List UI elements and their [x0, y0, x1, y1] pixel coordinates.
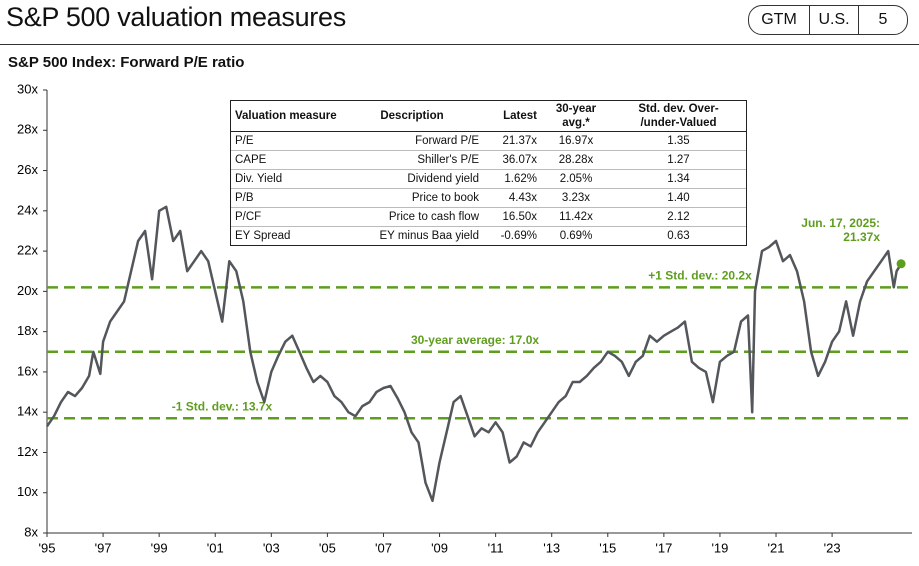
- table-body: P/E Forward P/E 21.37x 16.97x 1.35 CAPE Shille…: [231, 131, 746, 246]
- x-tick-label: '99: [151, 540, 168, 555]
- annotation: 21.37x: [843, 230, 880, 244]
- reference-label: +1 Std. dev.: 20.2x: [648, 269, 752, 283]
- x-tick-label: '03: [263, 540, 280, 555]
- y-tick-label: 26x: [17, 162, 38, 177]
- x-tick-label: '15: [599, 540, 616, 555]
- table-cell: 11.42x: [541, 207, 611, 227]
- y-tick-label: 22x: [17, 243, 38, 258]
- chart-subtitle: S&P 500 Index: Forward P/E ratio: [8, 54, 245, 71]
- x-tick-label: '07: [375, 540, 392, 555]
- table: Valuation measure Description Latest 30-…: [231, 101, 746, 245]
- table-header: Std. dev. Over- /under-Valued: [611, 101, 746, 132]
- x-tick-label: '95: [39, 540, 56, 555]
- x-tick-label: '97: [95, 540, 112, 555]
- table-cell: 1.34: [611, 169, 746, 189]
- x-tick-label: '01: [207, 540, 224, 555]
- table-cell: 36.07x: [483, 150, 541, 170]
- table-header-line: Std. dev. Over-: [638, 103, 719, 115]
- table-cell: 1.62%: [483, 169, 541, 189]
- table-cell: P/B: [231, 188, 341, 208]
- table-cell: 4.43x: [483, 188, 541, 208]
- x-tick-label: '11: [488, 540, 504, 555]
- x-tick-label: '23: [824, 540, 841, 555]
- y-tick-label: 10x: [17, 484, 38, 499]
- x-tick-label: '19: [711, 540, 728, 555]
- y-tick-label: 24x: [17, 202, 38, 217]
- y-tick-label: 16x: [17, 363, 38, 378]
- table-cell: Price to cash flow: [341, 207, 483, 227]
- table-header-line: /under-Valued: [640, 117, 717, 129]
- table-cell: -0.69%: [500, 230, 537, 242]
- x-tick-label: '21: [768, 540, 785, 555]
- y-tick-label: 14x: [17, 404, 38, 419]
- table-cell: EY minus Baa yield: [379, 230, 479, 242]
- table-cell: Shiller's P/E: [341, 150, 483, 170]
- valuation-table: Valuation measure Description Latest 30-…: [230, 100, 747, 246]
- annotation: Jun. 17, 2025:: [801, 216, 880, 230]
- table-cell: Forward P/E: [341, 131, 483, 151]
- y-tick-label: 30x: [17, 81, 38, 96]
- y-tick-label: 20x: [17, 283, 38, 298]
- table-cell: 0.63: [667, 230, 690, 242]
- header-rule: [0, 44, 919, 45]
- tag: U.S.: [809, 6, 858, 34]
- page-title: S&P 500 valuation measures: [6, 2, 346, 32]
- table-cell: 16.97x: [541, 131, 611, 151]
- x-tick-label: '09: [431, 540, 448, 555]
- table-header: Valuation measure: [231, 101, 341, 132]
- table-cell: 2.12: [611, 207, 746, 227]
- table-row: P/B Price to book 4.43x 3.23x 1.40: [231, 188, 746, 208]
- table-row: P/CF Price to cash flow 16.50x 11.42x 2.12: [231, 207, 746, 227]
- table-header: Description: [341, 101, 483, 132]
- table-cell: EY Spread: [235, 230, 291, 242]
- table-cell: P/CF: [231, 207, 341, 227]
- table-cell: 3.23x: [541, 188, 611, 208]
- tag-group: GTM U.S. 5: [748, 5, 908, 35]
- table-cell: 28.28x: [541, 150, 611, 170]
- y-tick-label: 18x: [17, 323, 38, 338]
- tag: GTM: [761, 11, 797, 28]
- table-cell: 1.35: [611, 131, 746, 151]
- table-header: 30-year avg.*: [541, 101, 611, 132]
- table-cell: 2.05%: [541, 169, 611, 189]
- x-tick-label: '17: [655, 540, 672, 555]
- table-cell: 21.37x: [483, 131, 541, 151]
- y-tick-label: 8x: [24, 524, 38, 539]
- table-cell: 0.69%: [559, 230, 593, 242]
- pe-line: [45, 205, 903, 503]
- reference-label: 30-year average: 17.0x: [411, 333, 539, 347]
- table-row: CAPE Shiller's P/E 36.07x 28.28x 1.27: [231, 150, 746, 170]
- table-row: EY Spread EY minus Baa yield -0.69% 0.69% 0.…: [231, 227, 746, 246]
- y-tick-label: 28x: [17, 122, 38, 137]
- table-cell: 1.27: [611, 150, 746, 170]
- table-header-row: Valuation measure Description Latest 30-…: [231, 101, 746, 132]
- table-cell: P/E: [231, 131, 341, 151]
- table-cell: Price to book: [341, 188, 483, 208]
- y-tick-label: 12x: [17, 444, 38, 459]
- x-tick-label: '13: [543, 540, 560, 555]
- table-cell: Dividend yield: [341, 169, 483, 189]
- table-row: Div. Yield Dividend yield 1.62% 2.05% 1.34: [231, 169, 746, 189]
- table-cell: 16.50x: [483, 207, 541, 227]
- reference-label: -1 Std. dev.: 13.7x: [172, 399, 273, 413]
- table-header: Latest: [483, 101, 541, 132]
- table-cell: 1.40: [611, 188, 746, 208]
- tag: 5: [858, 6, 907, 34]
- table-row: P/E Forward P/E 21.37x 16.97x 1.35: [231, 131, 746, 151]
- x-tick-label: '05: [319, 540, 336, 555]
- latest-point: [896, 259, 906, 269]
- table-cell: Div. Yield: [231, 169, 341, 189]
- table-cell: CAPE: [231, 150, 341, 170]
